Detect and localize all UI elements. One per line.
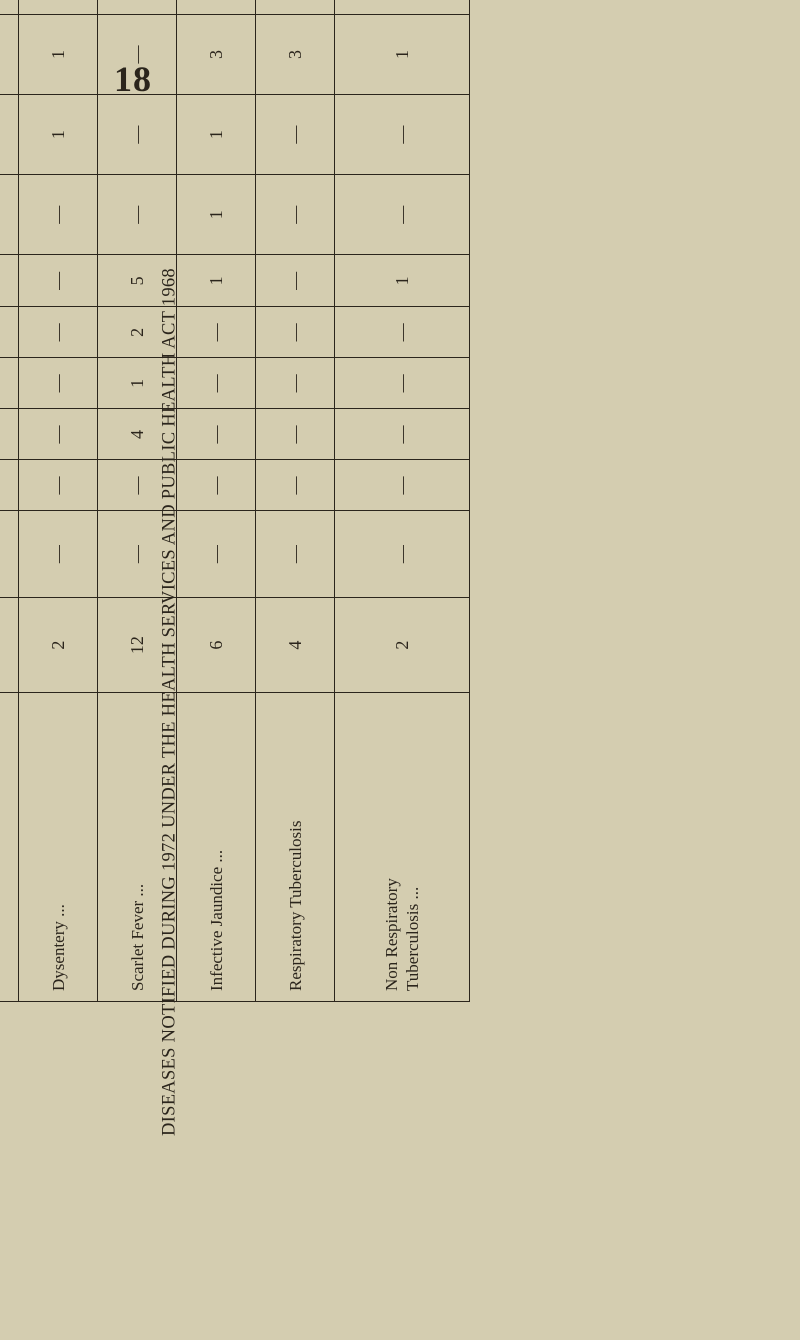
cell: 2: [335, 597, 470, 693]
table-body: Measles ... ... 16 — 4 — 3 1 7 — — 1 — —…: [0, 0, 470, 1002]
cell: —: [256, 255, 335, 307]
cell: —: [335, 95, 470, 175]
cell: 1: [335, 14, 470, 94]
cell: 1: [335, 255, 470, 307]
cell: 1: [0, 14, 19, 94]
disease-label: Scarlet Fever ...: [98, 693, 177, 1002]
cell: —: [98, 0, 177, 14]
cell: 3: [0, 358, 19, 409]
cell: 1: [177, 95, 256, 175]
disease-label: Infective Jaundice ...: [177, 693, 256, 1002]
cell: —: [98, 175, 177, 255]
cell: —: [335, 409, 470, 460]
cell: 2: [98, 307, 177, 358]
cell: —: [0, 175, 19, 255]
cell: —: [177, 0, 256, 14]
cell: 5: [98, 255, 177, 307]
cell: —: [335, 358, 470, 409]
cell: —: [177, 307, 256, 358]
cell: 1: [177, 255, 256, 307]
table-row: Respiratory Tuberculosis 4 — — — — — — —…: [256, 0, 335, 1002]
table-row: Measles ... ... 16 — 4 — 3 1 7 — — 1 — —: [0, 0, 19, 1002]
cell: 1: [256, 0, 335, 14]
cell: 12: [98, 597, 177, 693]
table-row: Non Respiratory Tuberculosis ... 2 — — —…: [335, 0, 470, 1002]
disease-label: Dysentery ...: [19, 693, 98, 1002]
table-row: Scarlet Fever ... 12 — — 4 1 2 5 — — — —…: [98, 0, 177, 1002]
cell: 6: [177, 597, 256, 693]
cell: —: [19, 255, 98, 307]
cell: —: [177, 460, 256, 511]
disease-label: Respiratory Tuberculosis: [256, 693, 335, 1002]
cell: —: [19, 409, 98, 460]
cell: —: [0, 95, 19, 175]
cell: 4: [0, 460, 19, 511]
cell: —: [0, 0, 19, 14]
scanned-page: 18 DISEASES NOTIFIED DURING 1972 UNDER T…: [0, 0, 800, 1340]
cell: —: [0, 409, 19, 460]
cell: —: [98, 95, 177, 175]
disease-table: Disease Total Notifi- cations Under 1 Ye…: [0, 0, 470, 1002]
cell: —: [256, 460, 335, 511]
cell: —: [335, 175, 470, 255]
cell: —: [335, 511, 470, 597]
cell: —: [98, 460, 177, 511]
cell: —: [335, 0, 470, 14]
cell: —: [19, 0, 98, 14]
cell: —: [256, 511, 335, 597]
table-rotated-wrap: DISEASES NOTIFIED DURING 1972 UNDER THE …: [150, 122, 750, 1282]
cell: —: [256, 358, 335, 409]
cell: 1: [177, 175, 256, 255]
cell: —: [19, 460, 98, 511]
cell: —: [335, 307, 470, 358]
cell: 4: [98, 409, 177, 460]
cell: —: [98, 14, 177, 94]
cell: 2: [19, 597, 98, 693]
cell: —: [177, 358, 256, 409]
disease-label: Measles ... ...: [0, 693, 19, 1002]
cell: —: [19, 307, 98, 358]
cell: 1: [0, 307, 19, 358]
cell: —: [19, 358, 98, 409]
cell: —: [177, 409, 256, 460]
cell: —: [256, 307, 335, 358]
cell: 3: [177, 14, 256, 94]
cell: —: [98, 511, 177, 597]
disease-label: Non Respiratory Tuberculosis ...: [335, 693, 470, 1002]
table-row: Dysentery ... 2 — — — — — — — 1 1 — —: [19, 0, 98, 1002]
cell: —: [177, 511, 256, 597]
cell: —: [19, 175, 98, 255]
cell: —: [19, 511, 98, 597]
cell: 7: [0, 255, 19, 307]
cell: 16: [0, 597, 19, 693]
cell: —: [256, 95, 335, 175]
cell: 1: [19, 14, 98, 94]
cell: —: [256, 175, 335, 255]
cell: 1: [98, 358, 177, 409]
cell: —: [0, 511, 19, 597]
cell: 4: [256, 597, 335, 693]
cell: —: [335, 460, 470, 511]
cell: 1: [19, 95, 98, 175]
table-row: Infective Jaundice ... 6 — — — — — 1 1 1…: [177, 0, 256, 1002]
cell: 3: [256, 14, 335, 94]
cell: —: [256, 409, 335, 460]
